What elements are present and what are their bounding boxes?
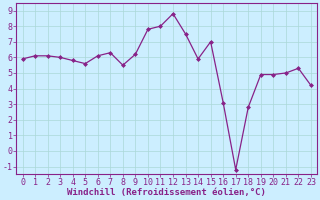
X-axis label: Windchill (Refroidissement éolien,°C): Windchill (Refroidissement éolien,°C) (67, 188, 266, 197)
